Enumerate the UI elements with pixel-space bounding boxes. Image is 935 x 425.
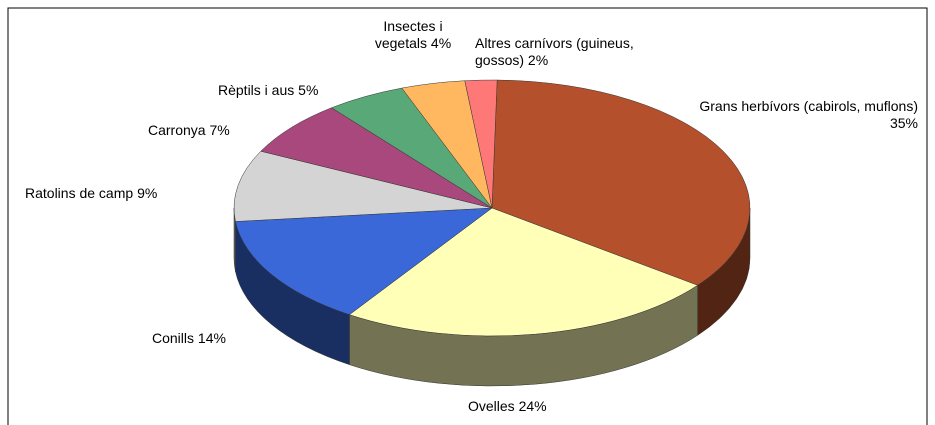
slice xyxy=(491,79,751,286)
slice-label: Ovelles 24% xyxy=(468,398,588,415)
slice xyxy=(233,150,493,222)
slice-label: Altres carnívors (guineus, gossos) 2% xyxy=(475,35,675,69)
category-name: Altres carnívors (guineus, gossos) xyxy=(475,35,634,68)
category-name: Ratolins de camp xyxy=(25,185,134,201)
slice xyxy=(235,207,493,315)
category-name: Grans herbívors (cabirols, muflons) xyxy=(699,98,918,114)
slice-label: Conills 14% xyxy=(152,330,272,347)
value-label: 35% xyxy=(889,115,918,131)
slice-label: Rèptils i aus 5% xyxy=(218,82,368,99)
value-label: 9% xyxy=(137,185,158,201)
slice-label: Grans herbívors (cabirols, muflons) 35% xyxy=(688,98,918,132)
slice-label: Carronya 7% xyxy=(148,122,288,139)
value-label: 4% xyxy=(430,35,452,51)
value-label: 2% xyxy=(527,52,549,68)
slice-label: Ratolins de camp 9% xyxy=(25,185,225,202)
value-label: 24% xyxy=(518,398,547,414)
category-name: Conills xyxy=(152,330,195,346)
category-name: Insectes i vegetals xyxy=(374,18,443,51)
value-label: 7% xyxy=(209,122,230,138)
category-name: Rèptils i aus xyxy=(218,82,295,98)
category-name: Ovelles xyxy=(468,398,515,414)
slice xyxy=(260,107,493,209)
slice xyxy=(348,207,699,337)
category-name: Carronya xyxy=(148,122,206,138)
value-label: 14% xyxy=(197,330,226,346)
value-label: 5% xyxy=(298,82,319,98)
slice-label: Insectes i vegetals 4% xyxy=(368,18,458,52)
slice xyxy=(464,79,498,209)
chart-frame xyxy=(7,7,928,425)
